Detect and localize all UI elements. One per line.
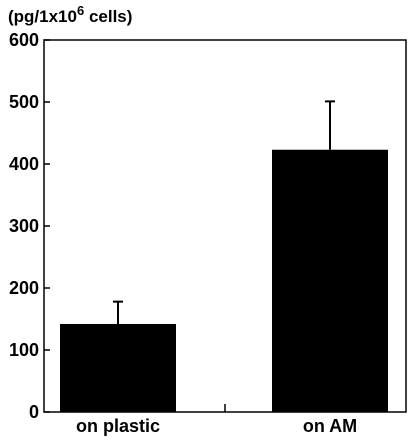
x-category-label: on plastic bbox=[76, 416, 160, 436]
y-axis-unit-label: (pg/1x106 cells) bbox=[8, 3, 132, 26]
bars bbox=[60, 100, 388, 413]
y-tick-label: 300 bbox=[9, 216, 39, 236]
y-tick-label: 0 bbox=[29, 402, 39, 422]
y-tick-label: 600 bbox=[9, 30, 39, 50]
y-axis-unit-superscript: 6 bbox=[77, 3, 84, 18]
y-tick-label: 500 bbox=[9, 92, 39, 112]
x-axis: on plastic on AM bbox=[76, 404, 357, 436]
bar bbox=[272, 149, 388, 413]
bar bbox=[60, 323, 176, 412]
y-axis: 0 100 200 300 400 500 600 bbox=[9, 30, 50, 422]
y-tick-label: 200 bbox=[9, 278, 39, 298]
y-tick-label: 100 bbox=[9, 340, 39, 360]
x-category-label: on AM bbox=[303, 416, 357, 436]
y-tick-label: 400 bbox=[9, 154, 39, 174]
